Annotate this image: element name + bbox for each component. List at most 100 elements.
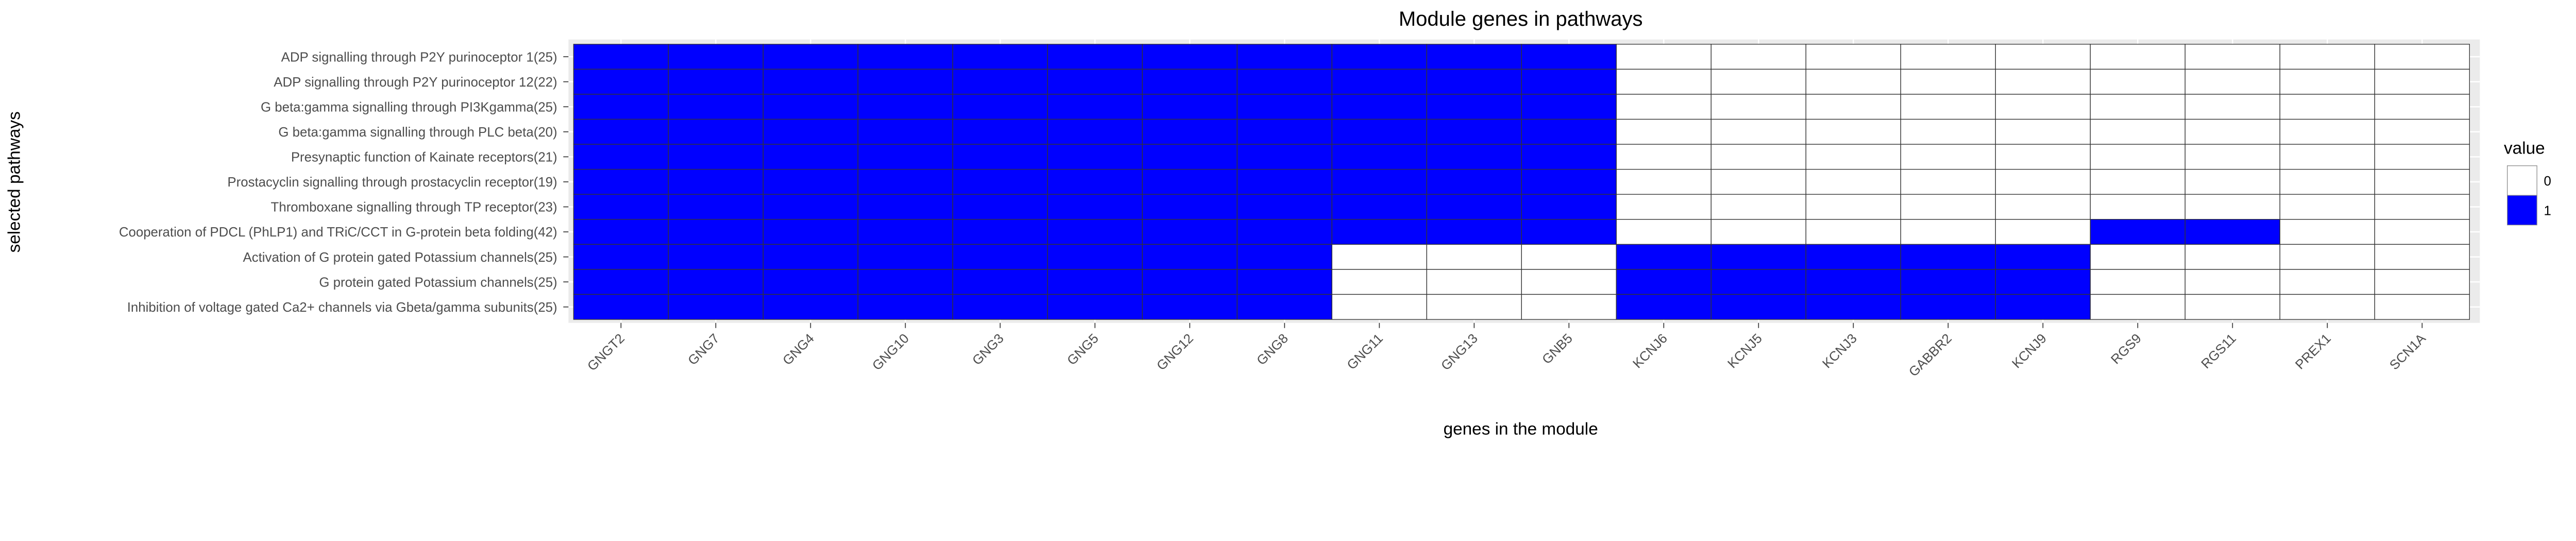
- y-axis-title: selected pathways: [5, 111, 24, 252]
- heatmap-tile: [2374, 44, 2470, 70]
- heatmap-tile: [1331, 119, 1427, 145]
- heatmap-tile: [1616, 219, 1712, 245]
- heatmap-tile: [1047, 69, 1143, 95]
- heatmap-tile: [1900, 219, 1996, 245]
- heatmap-tile: [2090, 94, 2185, 120]
- y-tick-label: Activation of G protein gated Potassium …: [243, 250, 557, 265]
- heatmap-tile: [1900, 168, 1996, 195]
- heatmap-tile: [1236, 69, 1333, 95]
- heatmap-tile: [2374, 194, 2470, 220]
- heatmap-tile: [1236, 44, 1333, 70]
- x-tick-label: GABBR2: [1906, 331, 1955, 380]
- heatmap-tile: [2279, 269, 2375, 295]
- y-tick-label: ADP signalling through P2Y purinoceptor …: [281, 50, 557, 64]
- heatmap-tile: [857, 94, 954, 120]
- heatmap-tile: [1995, 194, 2091, 220]
- heatmap-tile: [1521, 119, 1617, 145]
- heatmap-tile: [1710, 119, 1807, 145]
- heatmap-tile: [857, 168, 954, 195]
- x-tick-label: GNB5: [1539, 331, 1575, 367]
- heatmap-tile: [1426, 144, 1522, 170]
- heatmap-tile: [952, 168, 1048, 195]
- heatmap-tile: [762, 168, 858, 195]
- heatmap-tile: [573, 119, 669, 145]
- heatmap-tile: [1616, 194, 1712, 220]
- heatmap-tile: [2090, 69, 2185, 95]
- heatmap-tile: [1710, 244, 1807, 270]
- heatmap-tile: [1426, 119, 1522, 145]
- heatmap-tile: [1900, 244, 1996, 270]
- heatmap-tile: [2279, 44, 2375, 70]
- heatmap-chart: Module genes in pathways ADP signalling …: [5, 8, 2551, 438]
- heatmap-tile: [952, 94, 1048, 120]
- heatmap-tile: [2184, 244, 2281, 270]
- x-tick-label: GNG11: [1345, 331, 1386, 373]
- x-tick-label: GNG10: [870, 331, 912, 374]
- heatmap-tile: [1426, 168, 1522, 195]
- heatmap-tile: [1236, 168, 1333, 195]
- heatmap-tile: [1616, 44, 1712, 70]
- heatmap-tile: [857, 69, 954, 95]
- x-tick-label: GNGT2: [585, 331, 628, 374]
- heatmap-tile: [2374, 69, 2470, 95]
- heatmap-tile: [1521, 294, 1617, 320]
- heatmap-tile: [2279, 219, 2375, 245]
- heatmap-tile: [1710, 168, 1807, 195]
- x-tick-label: KCNJ9: [2009, 331, 2049, 371]
- heatmap-tile: [1521, 219, 1617, 245]
- x-tick-label: GNG12: [1154, 331, 1196, 374]
- heatmap-tile: [1236, 269, 1333, 295]
- heatmap-tile: [762, 294, 858, 320]
- legend-label: 0: [2544, 174, 2551, 189]
- heatmap-tile: [1142, 119, 1238, 145]
- legend-label: 1: [2544, 204, 2551, 218]
- x-tick-label: GNG8: [1254, 331, 1291, 368]
- y-tick-label: Inhibition of voltage gated Ca2+ channel…: [127, 300, 557, 315]
- heatmap-tile: [1142, 44, 1238, 70]
- x-tick-label: KCNJ6: [1630, 331, 1670, 371]
- heatmap-tile: [762, 144, 858, 170]
- heatmap-tile: [1710, 294, 1807, 320]
- heatmap-tile: [1900, 94, 1996, 120]
- heatmap-tile: [1805, 69, 1901, 95]
- heatmap-tile: [1900, 194, 1996, 220]
- heatmap-tile: [2090, 194, 2185, 220]
- heatmap-tile: [1710, 269, 1807, 295]
- heatmap-tile: [1805, 168, 1901, 195]
- heatmap-tile: [1521, 194, 1617, 220]
- heatmap-tile: [668, 69, 764, 95]
- heatmap-tile: [2279, 194, 2375, 220]
- heatmap-tile: [1047, 194, 1143, 220]
- heatmap-tile: [1710, 94, 1807, 120]
- tiles: [573, 44, 2470, 320]
- heatmap-tile: [1047, 144, 1143, 170]
- heatmap-tile: [1236, 219, 1333, 245]
- heatmap-tile: [1616, 69, 1712, 95]
- x-tick-label: GNG4: [780, 331, 817, 368]
- heatmap-tile: [2279, 168, 2375, 195]
- heatmap-tile: [952, 219, 1048, 245]
- heatmap-tile: [1805, 219, 1901, 245]
- heatmap-tile: [1426, 219, 1522, 245]
- y-tick-label: Cooperation of PDCL (PhLP1) and TRiC/CCT…: [119, 225, 557, 240]
- heatmap-tile: [1426, 194, 1522, 220]
- heatmap-tile: [2374, 144, 2470, 170]
- heatmap-tile: [1142, 69, 1238, 95]
- heatmap-tile: [2374, 219, 2470, 245]
- heatmap-tile: [668, 244, 764, 270]
- heatmap-tile: [2090, 244, 2185, 270]
- heatmap-tile: [1900, 269, 1996, 295]
- heatmap-tile: [2090, 119, 2185, 145]
- heatmap-tile: [573, 219, 669, 245]
- heatmap-tile: [1142, 94, 1238, 120]
- heatmap-tile: [857, 119, 954, 145]
- heatmap-tile: [2184, 194, 2281, 220]
- heatmap-tile: [2090, 44, 2185, 70]
- heatmap-tile: [1805, 94, 1901, 120]
- heatmap-tile: [1900, 69, 1996, 95]
- heatmap-tile: [1236, 94, 1333, 120]
- heatmap-tile: [668, 194, 764, 220]
- heatmap-tile: [1995, 94, 2091, 120]
- heatmap-tile: [1710, 44, 1807, 70]
- heatmap-tile: [2090, 144, 2185, 170]
